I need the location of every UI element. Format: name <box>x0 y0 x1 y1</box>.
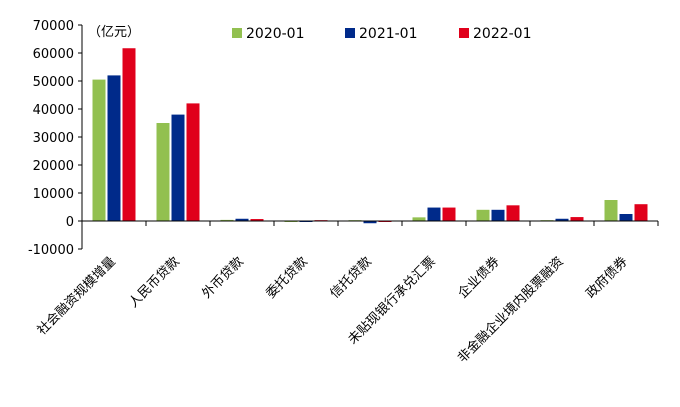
y-tick-label: 60000 <box>33 47 74 62</box>
legend-label-2020-01: 2020-01 <box>246 26 305 42</box>
bar <box>250 219 264 221</box>
bar <box>570 217 584 221</box>
bar <box>107 75 121 222</box>
bar <box>363 221 377 224</box>
bar <box>555 218 569 221</box>
bar <box>171 114 185 221</box>
x-tick-label: 外币贷款 <box>199 254 246 301</box>
y-tick-label: 20000 <box>33 159 74 174</box>
bar <box>619 214 633 221</box>
bar <box>122 48 136 221</box>
bar <box>491 209 505 221</box>
x-tick-label: 企业债券 <box>455 254 503 302</box>
y-axis: 70000 60000 50000 40000 30000 20000 10000 0 -100… <box>28 19 83 258</box>
y-tick-label: 0 <box>66 215 74 230</box>
y-tick-label: 50000 <box>33 75 74 90</box>
bar <box>235 218 249 221</box>
bar <box>442 207 456 221</box>
bar <box>634 204 648 221</box>
x-tick-label: 非金融企业境内股票融资 <box>454 254 566 366</box>
bar <box>92 79 106 221</box>
y-tick-label: 70000 <box>33 19 74 34</box>
x-tick-label: 信托贷款 <box>327 254 374 301</box>
x-tick-label: 人民币贷款 <box>126 254 183 311</box>
bar <box>604 200 618 221</box>
bar <box>476 209 490 221</box>
bar <box>186 103 200 221</box>
bars <box>92 48 648 224</box>
bar <box>156 123 170 221</box>
x-tick-label: 政府债券 <box>583 254 631 302</box>
unit-label: （亿元） <box>88 25 140 40</box>
bar <box>220 219 234 221</box>
y-tick-label: -10000 <box>28 243 74 258</box>
y-tick-label: 10000 <box>33 187 74 202</box>
y-tick-label: 40000 <box>33 103 74 118</box>
bar <box>506 205 520 221</box>
y-tick-label: 30000 <box>33 131 74 146</box>
legend-swatch-2021-01 <box>345 28 355 38</box>
bar <box>427 207 441 221</box>
legend-swatch-2022-01 <box>459 28 469 38</box>
x-tick-label: 委托贷款 <box>263 254 310 301</box>
legend-label-2022-01: 2022-01 <box>473 26 532 42</box>
legend: 2020-01 2021-01 2022-01 <box>232 26 532 42</box>
bar <box>412 217 426 221</box>
x-tick-label: 社会融资规模增量 <box>34 254 119 339</box>
legend-swatch-2020-01 <box>232 28 242 38</box>
legend-label-2021-01: 2021-01 <box>359 26 418 42</box>
